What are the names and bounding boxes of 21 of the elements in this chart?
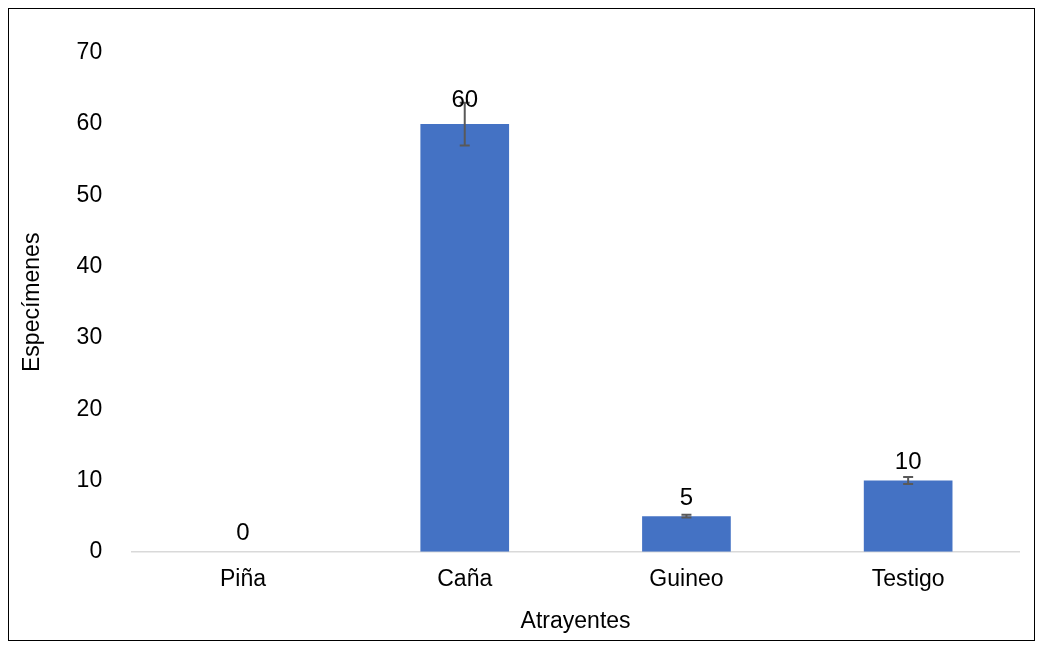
y-axis-title: Especímenes bbox=[18, 232, 45, 372]
data-label: 60 bbox=[451, 85, 479, 113]
x-tick-label: Guineo bbox=[649, 564, 724, 591]
bar bbox=[420, 124, 510, 552]
data-label: 0 bbox=[236, 518, 250, 546]
bar bbox=[642, 516, 731, 552]
y-tick-label: 20 bbox=[76, 394, 103, 421]
y-tick-label: 0 bbox=[89, 537, 103, 564]
x-tick-label: Piña bbox=[220, 564, 267, 591]
y-tick-label: 50 bbox=[76, 180, 103, 207]
y-tick-label: 60 bbox=[76, 109, 103, 136]
x-tick-label: Testigo bbox=[871, 564, 945, 591]
x-tick-label: Caña bbox=[437, 564, 493, 591]
x-axis-title: Atrayentes bbox=[520, 606, 631, 633]
data-label: 10 bbox=[894, 447, 922, 475]
y-tick-label: 40 bbox=[76, 252, 103, 278]
bar bbox=[863, 480, 953, 552]
data-label: 5 bbox=[679, 482, 694, 510]
y-tick-label: 70 bbox=[76, 38, 103, 65]
y-tick-label: 10 bbox=[76, 465, 103, 492]
y-tick-label: 30 bbox=[76, 323, 103, 350]
